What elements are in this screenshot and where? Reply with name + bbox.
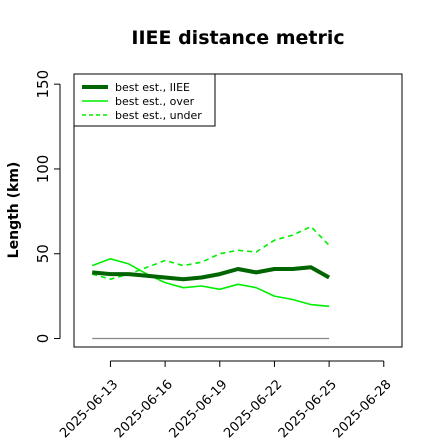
legend-label-2: best est., under [115, 109, 202, 122]
legend-label-1: best est., over [115, 95, 195, 108]
plot-frame [73, 73, 403, 348]
x-tick-label-5: 2025-06-28 [331, 377, 395, 440]
series-line-1 [91, 257, 330, 308]
y-tick-label-3: 150 [34, 70, 52, 99]
y-tick-label-0: 0 [34, 334, 52, 344]
y-tick-label-1: 50 [34, 244, 52, 263]
series-layer [91, 225, 331, 340]
series-line-2 [91, 225, 330, 281]
series-line-0 [92, 265, 331, 282]
legend-label-0: best est., IIEE [115, 81, 190, 94]
legend-box [73, 73, 216, 127]
y-axis-label: Length (km) [6, 162, 22, 259]
chart-title: IIEE distance metric [131, 27, 344, 49]
y-tick-label-2: 100 [34, 155, 52, 184]
